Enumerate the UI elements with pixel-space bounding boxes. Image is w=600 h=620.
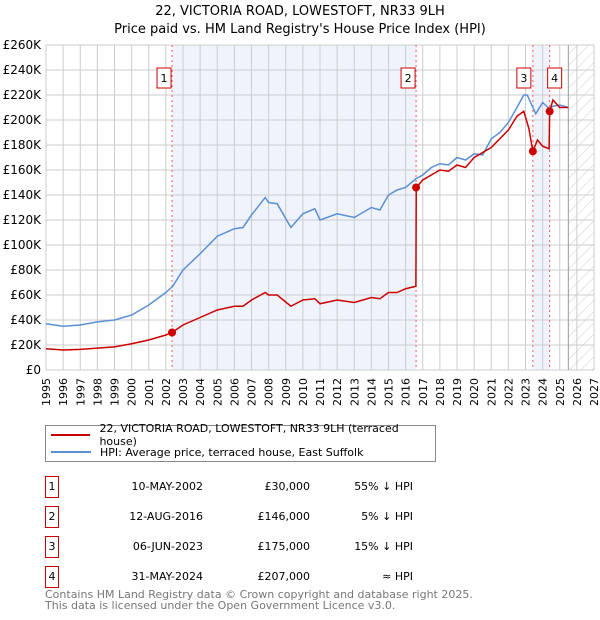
sale-price: £207,000 (257, 570, 311, 583)
sale-point (528, 147, 537, 156)
sale-price: £30,000 (264, 480, 311, 493)
sale-label-box (400, 67, 416, 89)
x-tick-label: 1996 (57, 378, 70, 406)
sale-date: 10-MAY-2002 (131, 480, 203, 493)
forecast-hatch (568, 45, 594, 370)
x-tick-label: 2026 (571, 378, 584, 406)
x-tick-label: 2024 (537, 378, 550, 406)
x-tick-label: 2001 (143, 378, 156, 406)
x-tick-label: 1997 (74, 378, 87, 406)
y-tick-label: £260K (3, 38, 43, 52)
footer: Contains HM Land Registry data © Crown c… (45, 589, 473, 611)
sale-label-box (516, 67, 532, 89)
shaded-period (172, 45, 417, 370)
x-tick-label: 2013 (348, 378, 361, 406)
sale-price: £146,000 (257, 510, 311, 523)
legend-label: HPI: Average price, terraced house, East… (100, 445, 364, 459)
x-tick-label: 2004 (194, 378, 207, 406)
sale-label: 1 (161, 72, 168, 85)
sale-marker-box: 1 (45, 476, 59, 498)
x-tick-label: 2019 (451, 378, 464, 406)
x-tick-label: 2017 (417, 378, 430, 406)
x-tick-label: 2020 (468, 378, 481, 406)
x-tick-label: 2021 (485, 378, 498, 406)
sale-label-box (156, 67, 172, 89)
legend-swatch-red (51, 434, 91, 436)
x-tick-label: 2003 (177, 378, 190, 406)
sale-label-box (547, 67, 563, 89)
sale-date: 31-MAY-2024 (131, 570, 203, 583)
sale-hpi-diff: 5% ↓ HPI (361, 510, 413, 523)
sale-hpi-diff: 15% ↓ HPI (354, 540, 413, 553)
sale-marker-box: 2 (45, 506, 59, 528)
hpi-line (45, 94, 569, 328)
x-tick-label: 2015 (383, 378, 396, 406)
x-tick-label: 2000 (126, 378, 139, 406)
x-tick-label: 2023 (520, 378, 533, 406)
x-tick-label: 2002 (160, 378, 173, 406)
y-tick-label: £240K (3, 63, 43, 77)
y-tick-label: £120K (3, 213, 43, 227)
x-tick-label: 2011 (314, 378, 327, 406)
x-tick-label: 2022 (502, 378, 515, 406)
x-tick-label: 1998 (91, 378, 104, 406)
sale-row: 4 31-MAY-2024 £207,000 ≈ HPI (45, 566, 413, 588)
sale-label: 4 (551, 72, 558, 85)
sale-date: 06-JUN-2023 (132, 540, 203, 553)
sale-row: 2 12-AUG-2016 £146,000 5% ↓ HPI (45, 506, 413, 528)
sale-label: 3 (520, 72, 527, 85)
x-tick-label: 2016 (400, 378, 413, 406)
x-tick-label: 2018 (434, 378, 447, 406)
x-tick-label: 2010 (297, 378, 310, 406)
footer-line: This data is licensed under the Open Gov… (45, 599, 396, 612)
x-tick-label: 1999 (109, 378, 122, 406)
x-tick-label: 1995 (40, 378, 53, 406)
y-tick-label: £220K (3, 88, 43, 102)
sale-date: 12-AUG-2016 (129, 510, 203, 523)
sale-point (412, 183, 421, 192)
sale-hpi-diff: ≈ HPI (382, 570, 413, 583)
chart-subtitle: Price paid vs. HM Land Registry's House … (114, 22, 486, 37)
sale-label: 2 (405, 72, 412, 85)
legend-swatch-blue (51, 451, 91, 453)
y-tick-label: £200K (3, 113, 43, 127)
legend-item-hpi: HPI: Average price, terraced house, East… (51, 444, 363, 460)
x-tick-label: 2006 (228, 378, 241, 406)
x-tick-label: 2025 (554, 378, 567, 406)
y-tick-label: £60K (10, 288, 42, 302)
legend-item-property: 22, VICTORIA ROAD, LOWESTOFT, NR33 9LH (… (51, 422, 435, 448)
y-tick-label: £160K (3, 163, 43, 177)
legend-label: 22, VICTORIA ROAD, LOWESTOFT, NR33 9LH (… (99, 422, 399, 448)
sale-price: £175,000 (257, 540, 311, 553)
y-tick-label: £0 (26, 363, 41, 377)
x-tick-label: 2027 (588, 378, 600, 406)
sale-row: 3 06-JUN-2023 £175,000 15% ↓ HPI (45, 536, 413, 558)
sale-hpi-diff: 55% ↓ HPI (354, 480, 413, 493)
chart-title: 22, VICTORIA ROAD, LOWESTOFT, NR33 9LH (155, 4, 445, 19)
price-chart: 1995 1996 1997 1998 1999 2000 2001 2002 2003 2004… (3, 38, 600, 406)
y-tick-label: £100K (3, 238, 43, 252)
x-tick-label: 2008 (263, 378, 276, 406)
price-paid-line (45, 98, 569, 351)
shaded-period (532, 45, 550, 370)
sale-row: 1 10-MAY-2002 £30,000 55% ↓ HPI (45, 476, 413, 498)
x-tick-label: 2007 (246, 378, 259, 406)
y-tick-label: £80K (10, 263, 42, 277)
legend: 22, VICTORIA ROAD, LOWESTOFT, NR33 9LH (… (45, 422, 436, 462)
sale-point (545, 107, 554, 116)
x-tick-label: 2009 (280, 378, 293, 406)
x-tick-label: 2005 (211, 378, 224, 406)
y-tick-label: £20K (10, 338, 42, 352)
footer-line: Contains HM Land Registry data © Crown c… (45, 588, 473, 601)
sale-marker-box: 3 (45, 536, 59, 558)
sale-marker-box: 4 (45, 566, 59, 588)
sale-point (168, 328, 177, 337)
x-tick-label: 2012 (331, 378, 344, 406)
y-tick-label: £180K (3, 138, 43, 152)
x-tick-label: 2014 (365, 378, 378, 406)
y-tick-label: £140K (3, 188, 43, 202)
y-tick-label: £40K (10, 313, 42, 327)
